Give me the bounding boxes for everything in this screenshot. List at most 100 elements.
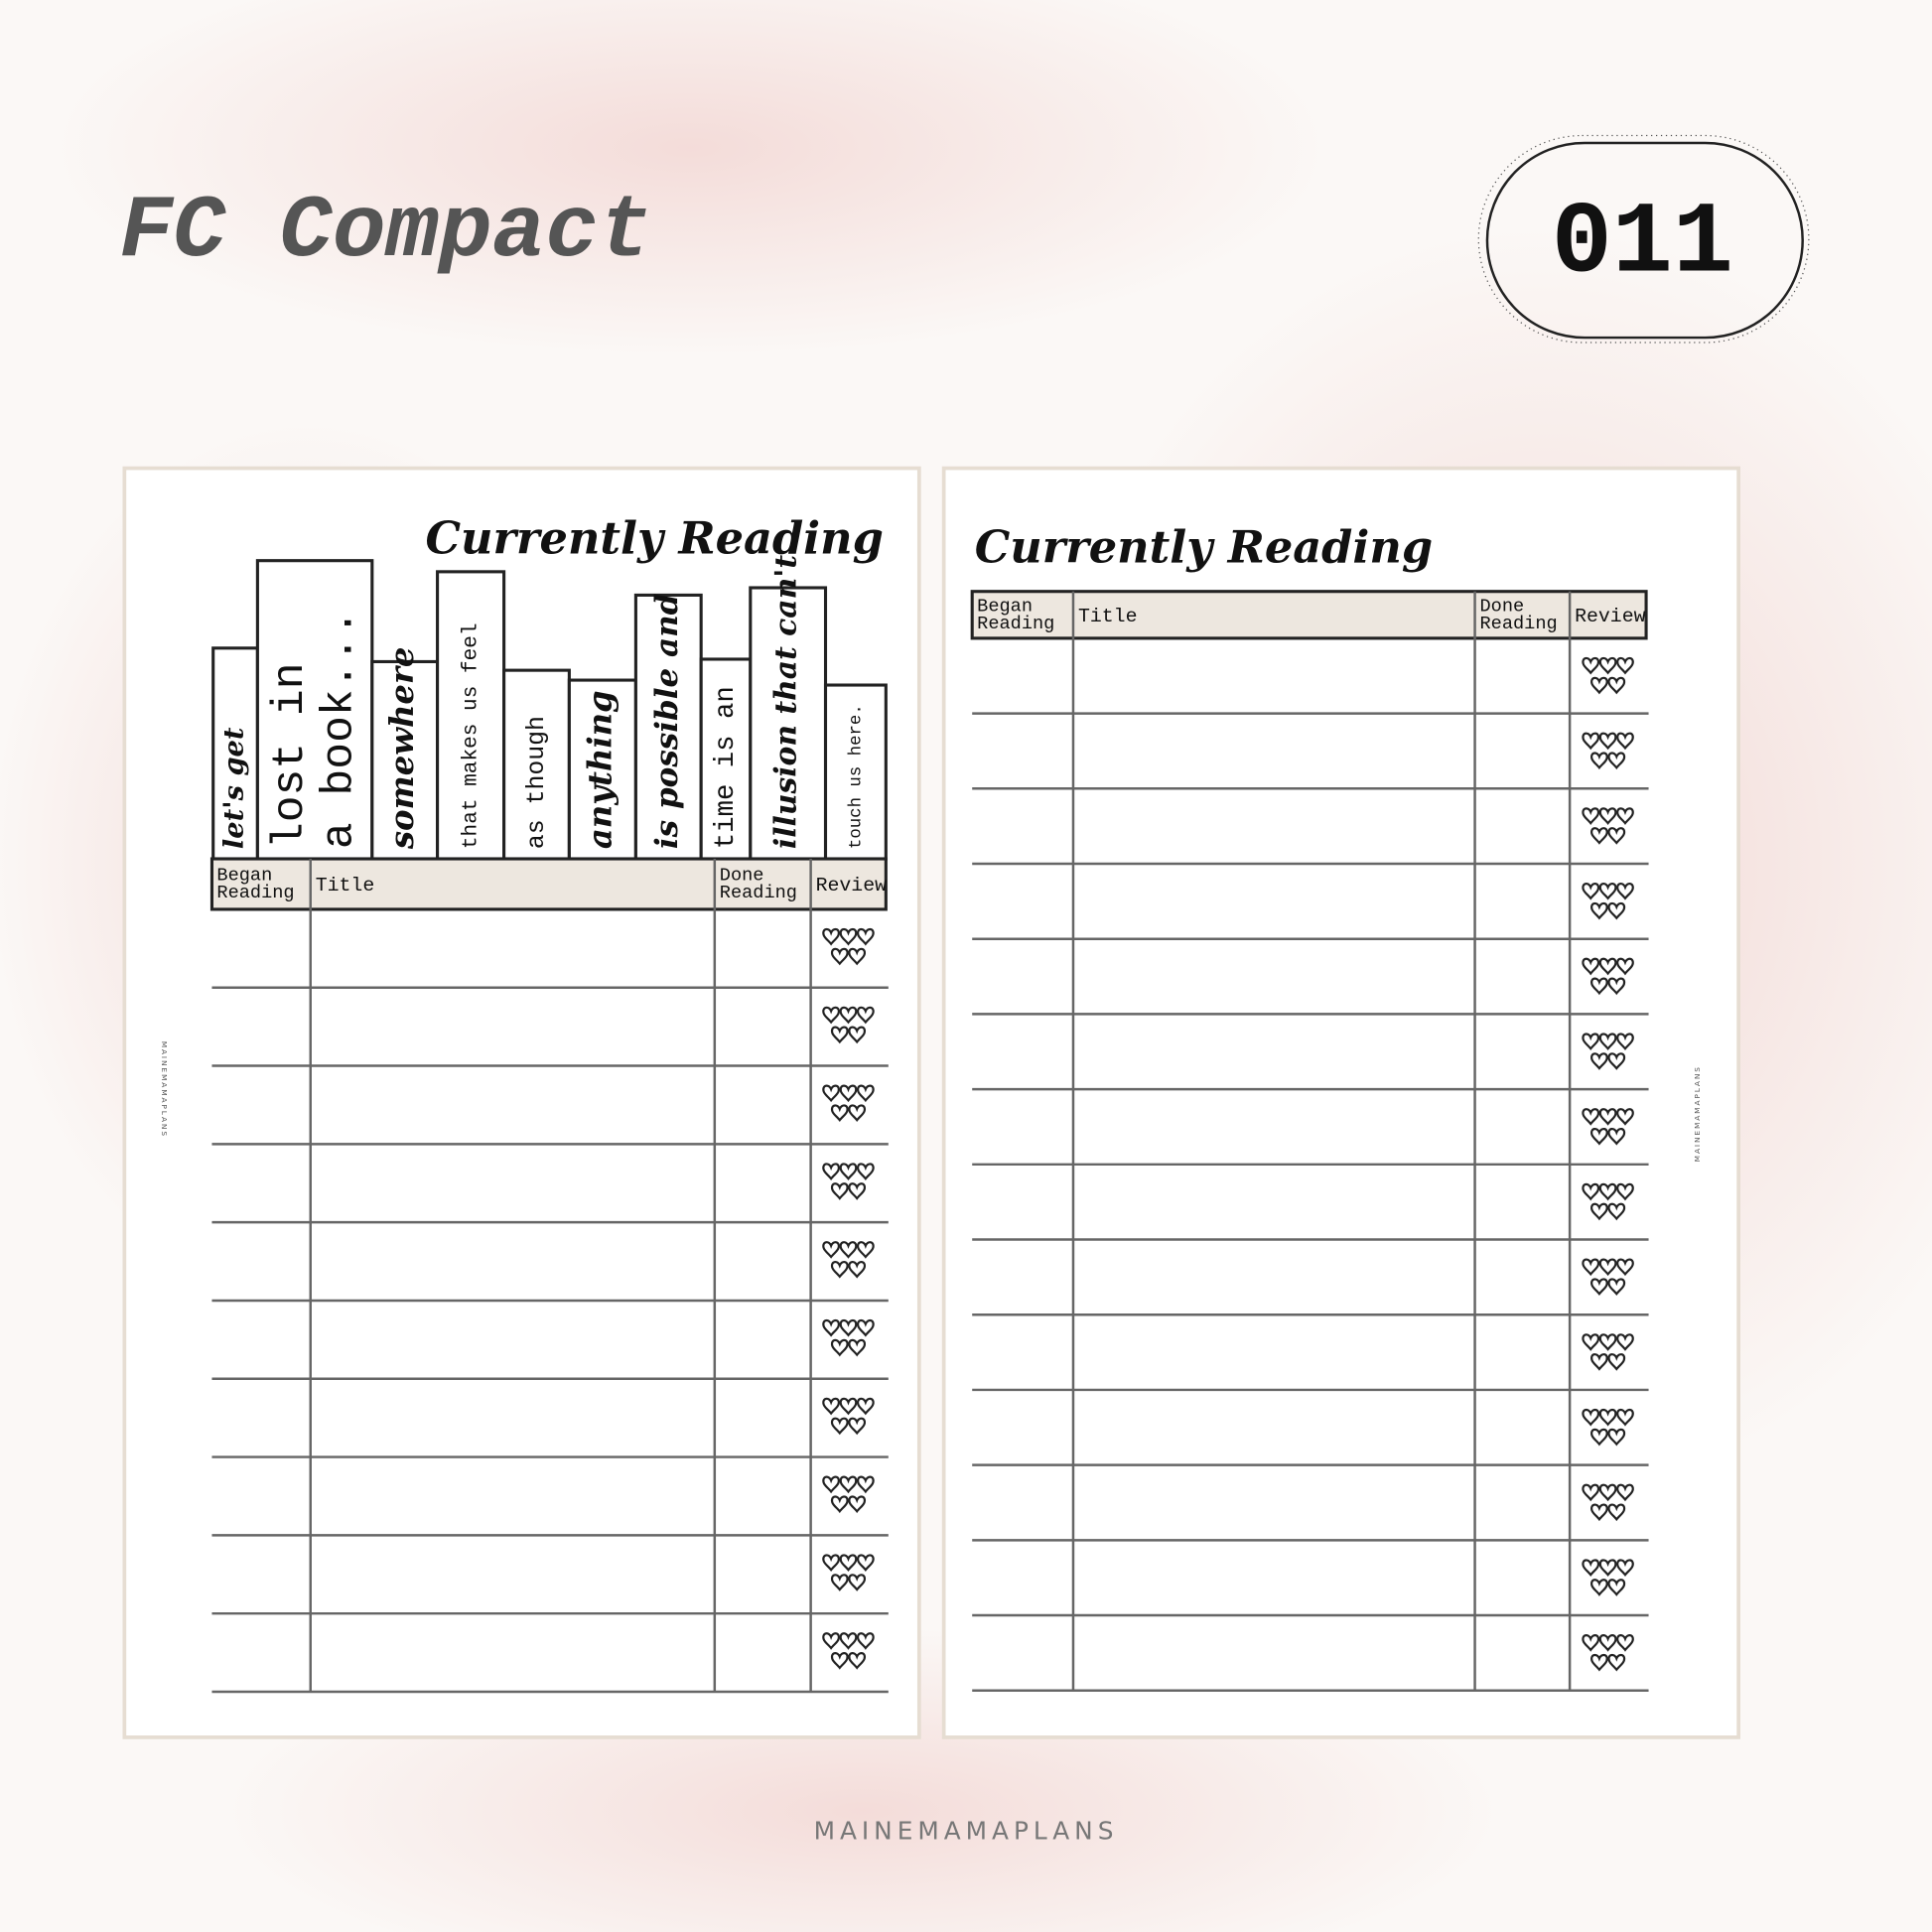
heart-icon [848, 947, 867, 966]
heart-icon [839, 1397, 858, 1416]
heart-icon [1590, 1202, 1608, 1221]
heart-icon [1598, 957, 1617, 976]
heart-icon [839, 1241, 858, 1259]
heart-icon [1616, 1182, 1634, 1201]
heart-icon [839, 1163, 858, 1180]
heart-icon [1598, 1408, 1617, 1427]
heart-icon [1607, 1128, 1626, 1146]
book-spine [436, 570, 506, 861]
heart-icon [848, 1338, 867, 1357]
heart-icon [1598, 807, 1617, 825]
heart-icon [1582, 1258, 1600, 1277]
heart-icon [1607, 1503, 1626, 1522]
heart-icon [1590, 1653, 1608, 1672]
heart-icon [856, 927, 875, 946]
heart-icon [1598, 1258, 1617, 1277]
column-header: Reading [720, 883, 797, 903]
heart-icon [1582, 1108, 1600, 1126]
column-header: Reading [216, 883, 294, 903]
heart-icon [1616, 1634, 1634, 1652]
column-header: Reading [1480, 614, 1558, 634]
heart-icon [830, 1495, 849, 1514]
heart-icon [1616, 1408, 1634, 1427]
heart-icon [1590, 977, 1608, 996]
badge-number: 011 [1552, 187, 1733, 302]
heart-icon [1616, 1033, 1634, 1051]
footer-brand: MAINEMAMAPLANS [814, 1816, 1119, 1845]
column-header: Done [720, 866, 764, 887]
heart-icon [1598, 1033, 1617, 1051]
heart-icon [822, 1554, 840, 1573]
spine-text: that makes us feel [460, 622, 483, 849]
column-header: Began [977, 597, 1033, 618]
spine-text: lost in [266, 663, 316, 850]
heart-icon [830, 947, 849, 966]
heart-icon [1607, 1579, 1626, 1596]
spine-text: illusion that can't [769, 555, 804, 849]
heart-icon [856, 1084, 875, 1103]
heart-icon [1607, 1353, 1626, 1371]
heart-icon [822, 1084, 840, 1103]
heart-icon [856, 1632, 875, 1650]
book-spine [699, 657, 753, 861]
heart-icon [1582, 1033, 1600, 1051]
heart-icon [1582, 957, 1600, 976]
heart-icon [1590, 1579, 1608, 1596]
heart-icon [1607, 1202, 1626, 1221]
spine-text: somewhere [383, 647, 421, 851]
heart-icon [839, 1554, 858, 1573]
watermark: MAINEMAMAPLANS [160, 1041, 169, 1138]
heart-icon [1598, 1483, 1617, 1502]
bg-blob [49, 0, 1331, 357]
heart-icon [1590, 1503, 1608, 1522]
spine-text: touch us here. [848, 704, 867, 849]
heart-icon [839, 927, 858, 946]
heart-icon [1598, 732, 1617, 751]
heart-icon [1598, 656, 1617, 675]
heart-icon [1616, 1108, 1634, 1126]
heart-icon [1598, 1333, 1617, 1351]
table-header [970, 590, 1648, 640]
heart-icon [1598, 883, 1617, 900]
heart-icon [830, 1574, 849, 1591]
page-title: Currently Reading [425, 512, 883, 565]
heart-icon [822, 1241, 840, 1259]
heart-icon [1582, 1333, 1600, 1351]
heart-icon [1616, 656, 1634, 675]
heart-icon [1582, 1559, 1600, 1577]
heart-icon [830, 1652, 849, 1670]
heart-icon [1582, 1182, 1600, 1201]
heart-icon [830, 1182, 849, 1200]
header-title: FC Compact [119, 182, 651, 282]
heart-icon [1590, 827, 1608, 845]
heart-icon [830, 1104, 849, 1123]
heart-icon [1590, 1353, 1608, 1371]
heart-icon [1598, 1634, 1617, 1652]
heart-icon [1607, 1278, 1626, 1297]
heart-icon [822, 1397, 840, 1416]
heart-icon [822, 1475, 840, 1494]
heart-icon [1582, 656, 1600, 675]
heart-icon [1616, 807, 1634, 825]
column-header: Review [1575, 605, 1646, 627]
heart-icon [830, 1417, 849, 1436]
book-spine [502, 668, 571, 861]
heart-icon [1616, 1483, 1634, 1502]
heart-icon [1590, 1278, 1608, 1297]
badge-frame [1485, 141, 1804, 340]
heart-icon [1598, 1108, 1617, 1126]
heart-icon [1607, 752, 1626, 770]
heart-icon [848, 1182, 867, 1200]
heart-icon [1607, 827, 1626, 845]
heart-icon [1616, 1333, 1634, 1351]
spine-text: a book... [316, 610, 365, 849]
heart-icon [1590, 1428, 1608, 1447]
heart-icon [1616, 732, 1634, 751]
heart-icon [822, 1006, 840, 1025]
heart-icon [1607, 1653, 1626, 1672]
spine-text: anything [581, 690, 619, 849]
column-header: Began [216, 866, 272, 887]
heart-icon [1607, 901, 1626, 920]
column-header: Review [816, 874, 888, 897]
